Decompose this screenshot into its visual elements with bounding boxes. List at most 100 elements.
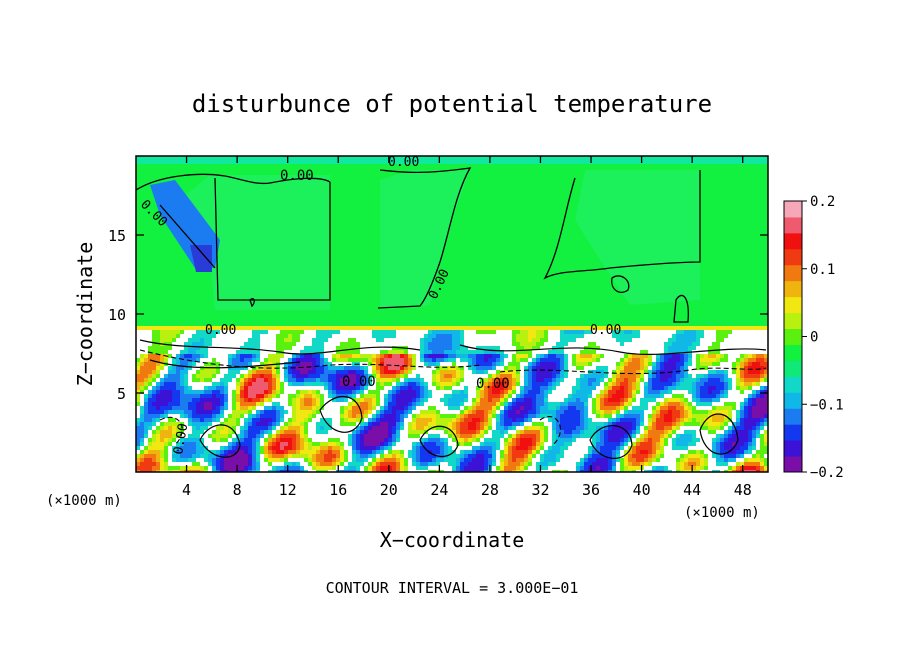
field-cell — [428, 334, 432, 338]
field-cell — [652, 418, 656, 422]
field-cell — [300, 358, 304, 362]
field-cell — [284, 430, 288, 434]
field-cell — [724, 398, 728, 402]
field-cell — [236, 362, 240, 366]
field-cell — [200, 418, 204, 422]
field-cell — [336, 362, 340, 366]
field-cell — [748, 334, 752, 338]
field-cell — [316, 398, 320, 402]
field-cell — [356, 330, 360, 334]
field-cell — [300, 442, 304, 446]
field-cell — [700, 410, 704, 414]
field-cell — [676, 366, 680, 370]
field-cell — [428, 450, 432, 454]
field-cell — [524, 450, 528, 454]
field-cell — [340, 418, 344, 422]
field-cell — [628, 422, 632, 426]
field-cell — [696, 334, 700, 338]
field-cell — [484, 330, 488, 334]
field-cell — [420, 454, 424, 458]
field-cell — [208, 350, 212, 354]
field-cell — [712, 382, 716, 386]
field-cell — [324, 422, 328, 426]
field-cell — [396, 418, 400, 422]
field-cell — [224, 446, 228, 450]
field-cell — [176, 386, 180, 390]
field-cell — [196, 386, 200, 390]
field-cell — [412, 354, 416, 358]
field-cell — [648, 350, 652, 354]
field-cell — [456, 426, 460, 430]
field-cell — [608, 450, 612, 454]
field-cell — [368, 430, 372, 434]
field-cell — [316, 358, 320, 362]
field-cell — [424, 354, 428, 358]
field-cell — [740, 386, 744, 390]
field-cell — [256, 414, 260, 418]
field-cell — [140, 418, 144, 422]
field-cell — [400, 358, 404, 362]
field-cell — [168, 422, 172, 426]
field-cell — [380, 346, 384, 350]
field-cell — [628, 414, 632, 418]
field-cell — [644, 350, 648, 354]
field-cell — [588, 358, 592, 362]
field-cell — [380, 426, 384, 430]
field-cell — [220, 422, 224, 426]
field-cell — [704, 370, 708, 374]
field-cell — [508, 394, 512, 398]
field-cell — [376, 374, 380, 378]
field-cell — [688, 390, 692, 394]
field-cell — [580, 414, 584, 418]
field-cell — [256, 398, 260, 402]
field-cell — [196, 398, 200, 402]
field-cell — [244, 450, 248, 454]
field-cell — [528, 430, 532, 434]
field-cell — [588, 410, 592, 414]
field-cell — [248, 418, 252, 422]
field-cell — [484, 450, 488, 454]
field-cell — [344, 370, 348, 374]
field-cell — [512, 446, 516, 450]
field-cell — [280, 346, 284, 350]
field-cell — [640, 426, 644, 430]
field-cell — [676, 378, 680, 382]
field-cell — [344, 350, 348, 354]
field-cell — [752, 330, 756, 334]
field-cell — [388, 382, 392, 386]
field-cell — [460, 454, 464, 458]
field-cell — [592, 386, 596, 390]
field-cell — [536, 446, 540, 450]
field-cell — [480, 354, 484, 358]
field-cell — [588, 330, 592, 334]
field-cell — [756, 394, 760, 398]
field-cell — [336, 374, 340, 378]
field-cell — [744, 330, 748, 334]
field-cell — [380, 374, 384, 378]
field-cell — [284, 454, 288, 458]
field-cell — [580, 442, 584, 446]
field-cell — [196, 350, 200, 354]
field-cell — [588, 394, 592, 398]
field-cell — [368, 446, 372, 450]
field-cell — [676, 450, 680, 454]
field-cell — [308, 434, 312, 438]
field-cell — [416, 426, 420, 430]
field-cell — [760, 382, 764, 386]
field-cell — [356, 394, 360, 398]
field-cell — [252, 410, 256, 414]
field-cell — [256, 406, 260, 410]
field-cell — [244, 442, 248, 446]
field-cell — [604, 426, 608, 430]
field-cell — [748, 430, 752, 434]
field-cell — [624, 366, 628, 370]
field-cell — [676, 342, 680, 346]
field-cell — [156, 370, 160, 374]
field-cell — [312, 366, 316, 370]
field-cell — [764, 410, 768, 414]
field-cell — [184, 406, 188, 410]
field-cell — [300, 406, 304, 410]
field-cell — [480, 378, 484, 382]
field-cell — [708, 430, 712, 434]
field-cell — [272, 374, 276, 378]
